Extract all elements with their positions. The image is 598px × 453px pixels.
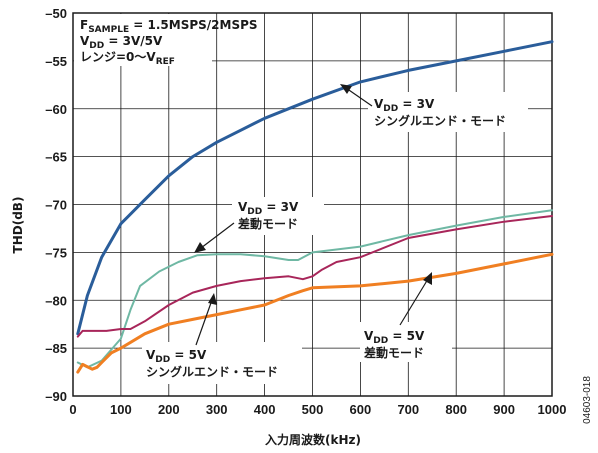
x-tick-label: 0 <box>69 402 76 417</box>
annotation-5v-single-mode: シングルエンド・モード <box>146 364 278 379</box>
series-line-1 <box>76 209 553 369</box>
annotation-3v-diff-mode: 差動モード <box>237 216 298 231</box>
condition-vdd: VDD = 3V/5V <box>80 34 163 51</box>
y-tick-label: –75 <box>45 245 67 260</box>
x-tick-label: 700 <box>397 402 419 417</box>
series-line-2 <box>76 215 553 338</box>
annotation-box-3v-diff <box>232 197 324 235</box>
y-tick-label: –80 <box>45 293 67 308</box>
x-tick-label: 1000 <box>538 402 567 417</box>
x-tick-label: 500 <box>302 402 324 417</box>
x-axis-title: 入力周波数(kHz) <box>265 432 361 447</box>
annotation-box-5v-single <box>142 342 302 384</box>
series-line-0 <box>76 40 554 336</box>
annotation-arrow-5v-diff <box>399 278 429 326</box>
x-tick-label: 400 <box>254 402 276 417</box>
condition-sample-rate: FSAMPLE = 1.5MSPS/2MSPS <box>80 18 258 35</box>
annotation-box-3v-single <box>368 92 528 132</box>
annotation-arrow-5v-single <box>195 299 213 346</box>
annotation-arrow-3v-single <box>345 87 373 107</box>
y-tick-label: –50 <box>45 6 67 21</box>
x-tick-label: 100 <box>110 402 132 417</box>
series-layer <box>76 40 554 374</box>
x-tick-label: 600 <box>350 402 372 417</box>
annotation-5v-diff-mode: 差動モード <box>363 345 424 360</box>
annotation-3v-diff-vdd: VDD = 3V <box>238 200 299 217</box>
figure-id: 04603-018 <box>582 376 593 424</box>
tick-labels: 0 100 200 300 400 500 600 700 800 900 1000 –50 –55 –6… <box>45 6 566 417</box>
x-tick-label: 800 <box>445 402 467 417</box>
x-tick-label: 300 <box>206 402 228 417</box>
y-tick-label: –90 <box>45 389 67 404</box>
condition-range: レンジ=0〜VREF <box>80 50 175 67</box>
x-tick-label: 200 <box>158 402 180 417</box>
annotation-arrow-3v-diff <box>200 222 235 249</box>
arrowhead-5v-single <box>208 293 217 305</box>
y-tick-label: –60 <box>45 102 67 117</box>
series-line-3 <box>76 252 554 374</box>
annotation-3v-single-vdd: VDD = 3V <box>374 97 435 114</box>
arrowhead-3v-diff <box>194 242 206 253</box>
annotation-3v-single-mode: シングルエンド・モード <box>374 113 506 128</box>
x-tick-label: 900 <box>493 402 515 417</box>
annotation-5v-single-vdd: VDD = 5V <box>146 348 207 365</box>
y-tick-label: –70 <box>45 198 67 213</box>
arrowhead-5v-diff <box>423 272 432 285</box>
annotation-box-5v-diff <box>360 322 452 362</box>
y-tick-label: –55 <box>45 54 67 69</box>
y-axis-title: THD(dB) <box>11 197 25 254</box>
y-tick-label: –65 <box>45 150 67 165</box>
y-tick-label: –85 <box>45 341 67 356</box>
annotation-5v-diff-vdd: VDD = 5V <box>364 329 425 346</box>
condition-box <box>74 14 212 66</box>
arrowhead-3v-single <box>340 84 352 94</box>
